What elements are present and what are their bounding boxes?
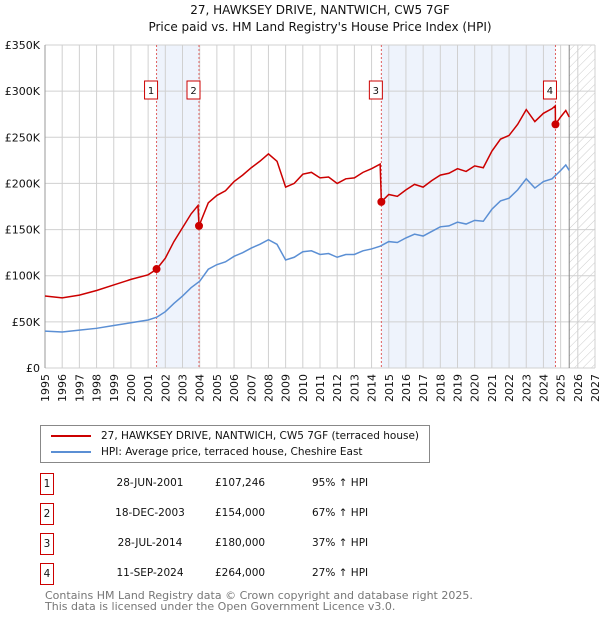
footer-line: This data is licensed under the Open Gov… bbox=[45, 600, 396, 613]
x-tick-label: 1999 bbox=[108, 374, 121, 402]
x-tick-label: 2012 bbox=[331, 374, 344, 402]
series-line bbox=[44, 163, 570, 333]
x-tick-label: 2006 bbox=[228, 374, 241, 402]
y-tick-label: £200K bbox=[5, 177, 41, 190]
sale-label-box bbox=[144, 80, 159, 100]
x-tick-label: 2020 bbox=[469, 374, 482, 402]
x-tick-label: 2026 bbox=[572, 374, 585, 402]
sale-number-badge: 2 bbox=[40, 503, 54, 525]
red-line-swatch bbox=[51, 435, 91, 437]
x-tick-label: 2001 bbox=[142, 374, 155, 402]
y-tick-label: £350K bbox=[5, 39, 41, 52]
sale-label-box bbox=[186, 80, 201, 100]
x-tick-label: 1998 bbox=[91, 374, 104, 402]
legend: 27, HAWKSEY DRIVE, NANTWICH, CW5 7GF (te… bbox=[40, 425, 430, 463]
sale-price: £180,000 bbox=[215, 537, 266, 549]
y-tick-label: £0 bbox=[26, 362, 40, 375]
x-tick-label: 2008 bbox=[262, 374, 275, 402]
shaded-range bbox=[381, 45, 556, 368]
x-tick-label: 2004 bbox=[194, 374, 207, 402]
x-tick-label: 1996 bbox=[56, 374, 69, 402]
x-tick-label: 2009 bbox=[280, 374, 293, 402]
sale-label: 2 bbox=[190, 86, 196, 97]
chart-title: 27, HAWKSEY DRIVE, NANTWICH, CW5 7GF bbox=[190, 3, 450, 17]
y-tick-label: £100K bbox=[5, 270, 41, 283]
series-line bbox=[44, 104, 570, 299]
sale-point bbox=[377, 197, 386, 206]
legend-label: HPI: Average price, terraced house, Ches… bbox=[101, 446, 363, 458]
x-tick-label: 2027 bbox=[589, 374, 600, 402]
sale-hpi-change: 67% ↑ HPI bbox=[312, 507, 369, 519]
x-tick-label: 1997 bbox=[73, 374, 86, 402]
x-tick-label: 2016 bbox=[400, 374, 413, 402]
x-tick-label: 2013 bbox=[348, 374, 361, 402]
sale-hpi-change: 27% ↑ HPI bbox=[312, 567, 369, 579]
footer: Contains HM Land Registry data © Crown c… bbox=[45, 590, 473, 612]
sale-number-badge: 3 bbox=[40, 533, 54, 555]
x-tick-label: 2018 bbox=[434, 374, 447, 402]
x-tick-label: 2010 bbox=[297, 374, 310, 402]
sale-price: £154,000 bbox=[215, 507, 266, 519]
sale-point bbox=[551, 120, 560, 129]
x-tick-label: 2015 bbox=[383, 374, 396, 402]
x-tick-label: 1995 bbox=[39, 374, 52, 402]
x-tick-label: 2024 bbox=[537, 374, 550, 402]
blue-line-swatch bbox=[51, 451, 91, 453]
footer-line: Contains HM Land Registry data © Crown c… bbox=[45, 589, 473, 602]
y-tick-label: £150K bbox=[5, 224, 41, 237]
legend-item-property: 27, HAWKSEY DRIVE, NANTWICH, CW5 7GF (te… bbox=[51, 430, 419, 442]
x-tick-label: 2003 bbox=[177, 374, 190, 402]
x-tick-label: 2023 bbox=[520, 374, 533, 402]
legend-item-hpi: HPI: Average price, terraced house, Ches… bbox=[51, 446, 363, 458]
sale-label-box bbox=[542, 80, 557, 100]
forecast-hatch bbox=[569, 45, 595, 368]
sale-label-box bbox=[368, 80, 383, 100]
sale-hpi-change: 37% ↑ HPI bbox=[312, 537, 369, 549]
x-tick-label: 2002 bbox=[159, 374, 172, 402]
x-tick-label: 2005 bbox=[211, 374, 224, 402]
sale-price: £107,246 bbox=[215, 477, 266, 489]
sale-label: 4 bbox=[547, 86, 553, 97]
x-tick-label: 2011 bbox=[314, 374, 327, 402]
x-tick-label: 2022 bbox=[503, 374, 516, 402]
y-tick-label: £300K bbox=[5, 85, 41, 98]
x-tick-label: 2019 bbox=[452, 374, 465, 402]
x-tick-label: 2000 bbox=[125, 374, 138, 402]
x-tick-label: 2021 bbox=[486, 374, 499, 402]
sale-price: £264,000 bbox=[215, 567, 266, 579]
chart-subtitle: Price paid vs. HM Land Registry's House … bbox=[148, 20, 491, 34]
sale-date: 28-JUN-2001 bbox=[116, 477, 184, 489]
legend-label: 27, HAWKSEY DRIVE, NANTWICH, CW5 7GF (te… bbox=[101, 430, 419, 442]
y-tick-label: £250K bbox=[5, 131, 41, 144]
y-tick-label: £50K bbox=[12, 316, 41, 329]
x-tick-label: 2014 bbox=[366, 374, 379, 402]
x-tick-label: 2007 bbox=[245, 374, 258, 402]
sale-point bbox=[195, 221, 203, 230]
sale-number-badge: 1 bbox=[40, 473, 54, 495]
sale-label: 3 bbox=[373, 86, 379, 97]
sale-date: 18-DEC-2003 bbox=[115, 507, 185, 519]
sale-date: 28-JUL-2014 bbox=[117, 537, 183, 549]
sale-label: 1 bbox=[148, 86, 154, 97]
sale-date: 11-SEP-2024 bbox=[116, 567, 184, 579]
sale-number-badge: 4 bbox=[40, 563, 54, 585]
x-tick-label: 2017 bbox=[417, 374, 430, 402]
price-chart: 27, HAWKSEY DRIVE, NANTWICH, CW5 7GF Pri… bbox=[5, 3, 600, 402]
sale-hpi-change: 95% ↑ HPI bbox=[312, 477, 369, 489]
sale-point bbox=[152, 265, 161, 274]
x-tick-label: 2025 bbox=[555, 374, 568, 402]
